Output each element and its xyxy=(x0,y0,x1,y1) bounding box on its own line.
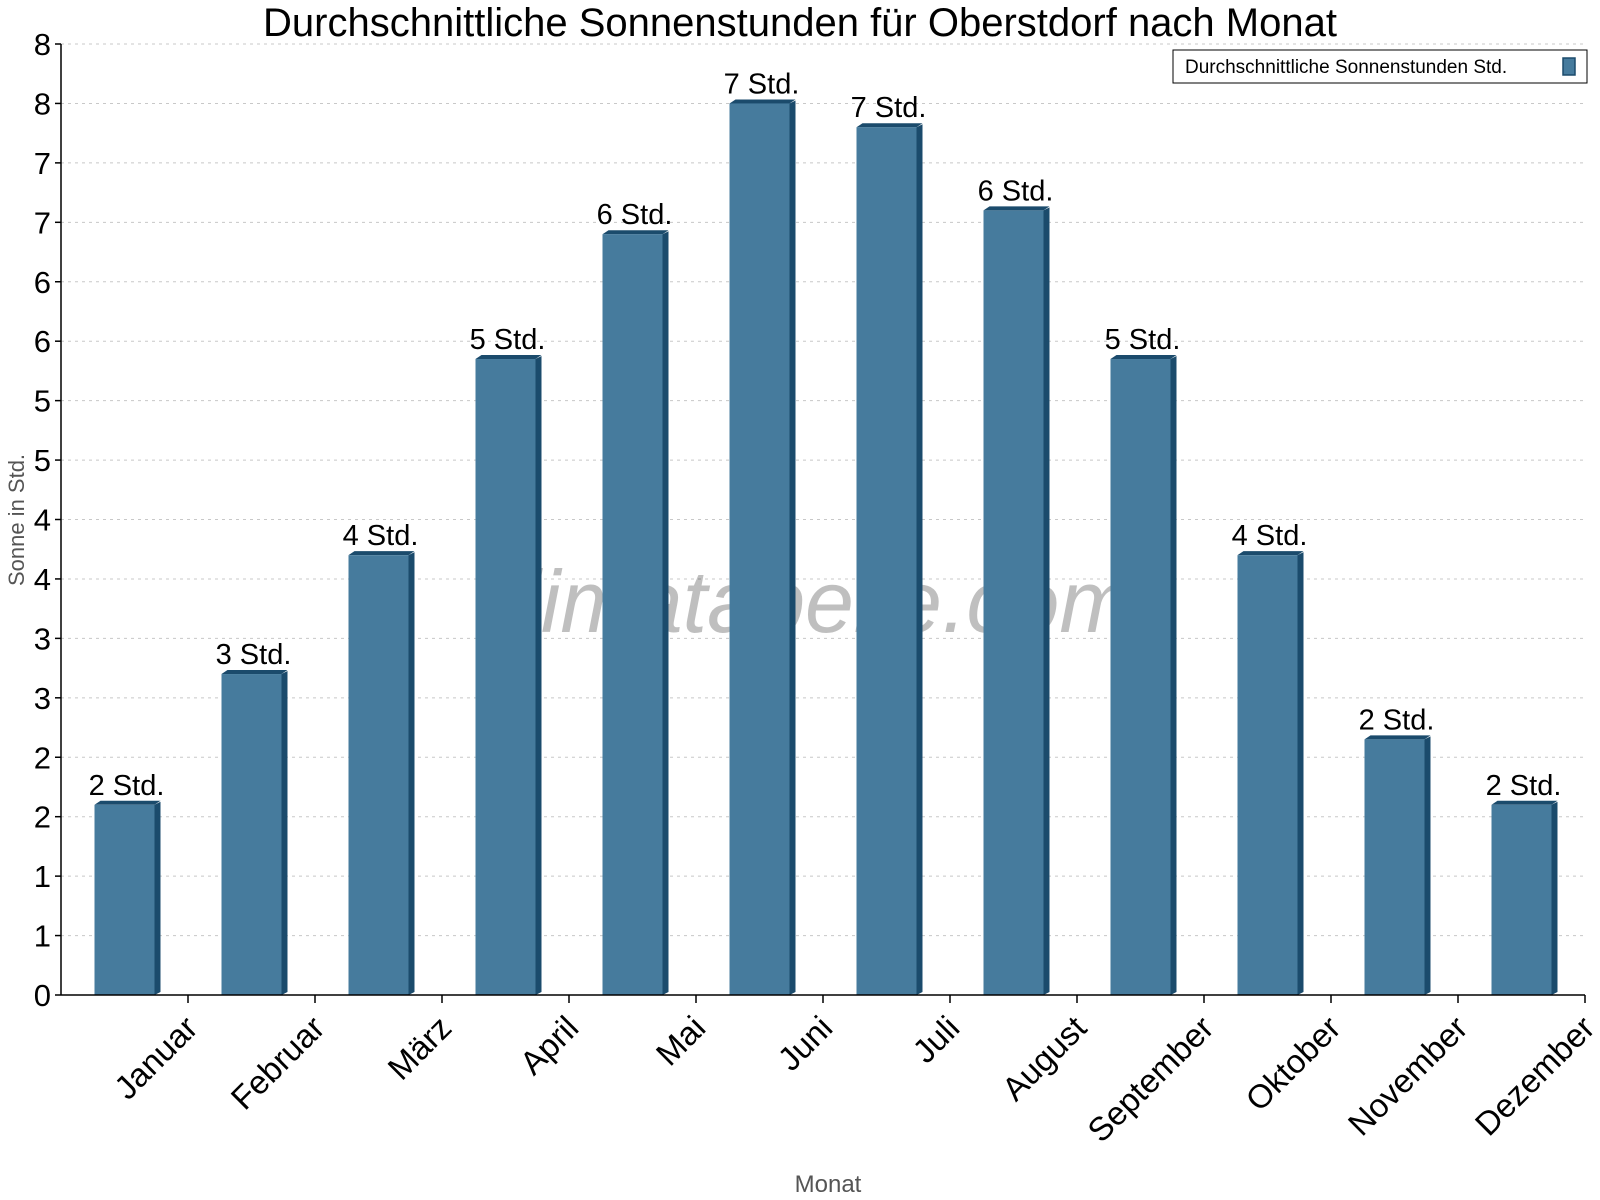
y-tick-label: 4 xyxy=(34,562,51,597)
bar-side xyxy=(154,801,161,995)
gridlines xyxy=(61,43,1585,937)
data-label: 7 Std. xyxy=(851,92,927,124)
bar xyxy=(221,674,282,995)
x-tick-label: Dezember xyxy=(1468,1009,1600,1143)
data-label: 2 Std. xyxy=(1359,704,1435,736)
bar-top xyxy=(221,670,288,675)
bar-side xyxy=(281,671,288,995)
legend-label: Durchschnittliche Sonnenstunden Std. xyxy=(1185,57,1507,78)
x-tick-label: Februar xyxy=(224,1009,332,1117)
x-axis-label: Monat xyxy=(795,1171,862,1198)
data-label: 4 Std. xyxy=(1232,520,1308,552)
bar-side xyxy=(789,100,796,995)
bar-side xyxy=(1551,801,1558,995)
y-ticks: 0 1 1 2 2 3 3 4 4 5 5 6 6 7 7 8 8 xyxy=(34,27,61,1013)
legend-box xyxy=(1172,49,1588,84)
bar-top xyxy=(1237,551,1304,556)
bar xyxy=(602,234,663,995)
x-tick-label: August xyxy=(995,1009,1094,1108)
data-label: 3 Std. xyxy=(216,639,292,671)
data-label: 5 Std. xyxy=(1105,324,1181,356)
y-axis-label: Sonne in Std. xyxy=(4,454,29,586)
bar-side xyxy=(408,552,415,995)
data-label: 7 Std. xyxy=(724,68,800,100)
bar xyxy=(1110,359,1171,995)
data-label: 2 Std. xyxy=(1486,770,1562,802)
legend-swatch xyxy=(1562,57,1576,76)
bar-top xyxy=(1110,355,1177,360)
data-label: 4 Std. xyxy=(343,520,419,552)
bar-top xyxy=(475,355,542,360)
x-tick-label: September xyxy=(1080,1009,1220,1149)
bar-side xyxy=(662,231,669,995)
bar-side xyxy=(1170,356,1177,995)
y-tick-label: 8 xyxy=(34,86,51,121)
data-label: 6 Std. xyxy=(597,199,673,231)
x-tick-label: Juli xyxy=(905,1009,966,1070)
bar-side xyxy=(1043,207,1050,996)
bar-side xyxy=(916,124,923,995)
data-label: 2 Std. xyxy=(89,770,165,802)
y-tick-label: 7 xyxy=(34,205,51,240)
bar xyxy=(348,555,409,995)
x-tick-label: Oktober xyxy=(1238,1009,1347,1118)
x-ticks: Januar Februar März April Mai Juni Juli AugustS… xyxy=(107,995,1600,1149)
x-tick-label: März xyxy=(380,1009,458,1087)
chart-title: Durchschnittliche Sonnenstunden für Ober… xyxy=(263,1,1337,45)
y-tick-label: 1 xyxy=(34,859,51,894)
y-tick-label: 5 xyxy=(34,384,51,419)
legend: Durchschnittliche Sonnenstunden Std. xyxy=(1172,49,1588,84)
y-tick-label: 0 xyxy=(34,978,51,1013)
bar-side xyxy=(535,356,542,995)
bar-top xyxy=(983,206,1050,211)
x-tick-label: Mai xyxy=(649,1009,713,1073)
y-tick-label: 5 xyxy=(34,443,51,478)
x-tick-label: November xyxy=(1341,1009,1475,1143)
bar xyxy=(1364,739,1425,995)
bar-top xyxy=(602,230,669,235)
y-tick-label: 4 xyxy=(34,503,51,538)
bar xyxy=(1237,555,1298,995)
bar-top xyxy=(1491,800,1558,805)
data-label: 6 Std. xyxy=(978,175,1054,207)
bar xyxy=(94,804,155,995)
y-tick-label: 2 xyxy=(34,800,51,835)
y-tick-label: 3 xyxy=(34,621,51,656)
bar-top xyxy=(1364,735,1431,740)
data-label: 5 Std. xyxy=(470,324,546,356)
y-tick-label: 2 xyxy=(34,740,51,775)
x-tick-label: Januar xyxy=(107,1009,205,1107)
bar xyxy=(475,359,536,995)
bar-side xyxy=(1424,736,1431,995)
y-tick-label: 7 xyxy=(34,146,51,181)
bar xyxy=(983,210,1044,996)
bar-side xyxy=(1297,552,1304,995)
bar xyxy=(729,103,790,995)
y-tick-label: 6 xyxy=(34,324,51,359)
bar-top xyxy=(729,99,796,104)
y-tick-label: 3 xyxy=(34,681,51,716)
bar xyxy=(856,127,917,995)
bar-top xyxy=(348,551,415,556)
bars: 2 Std. 3 Std. 4 Std. 5 Std. 6 Std. 7 Std. 7 St… xyxy=(89,68,1562,996)
x-tick-label: Juni xyxy=(770,1009,839,1078)
bar-top xyxy=(94,800,161,805)
x-tick-label: April xyxy=(513,1009,586,1082)
bar-top xyxy=(856,123,923,128)
y-tick-label: 6 xyxy=(34,265,51,300)
y-tick-label: 1 xyxy=(34,919,51,954)
y-tick-label: 8 xyxy=(34,27,51,62)
bar xyxy=(1491,804,1552,995)
